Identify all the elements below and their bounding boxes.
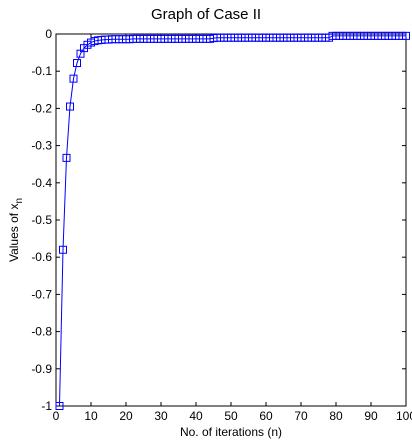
- x-tick-label: 30: [154, 409, 168, 423]
- x-tick-label: 60: [259, 409, 273, 423]
- text-layer: 0 10 20 30 40 50 60 70 80 90 100 0 -0.1 -0.2 -0.3 -0.4 -…: [7, 27, 412, 439]
- y-axis-label: Values of xn: [7, 198, 25, 262]
- x-tick-label: 100: [396, 409, 412, 423]
- y-tick-label: -0.3: [31, 139, 52, 153]
- y-tick-label: -0.8: [31, 325, 52, 339]
- y-axis-label-subscript: n: [14, 198, 25, 204]
- x-tick-label: 90: [364, 409, 378, 423]
- chart-title: Graph of Case II: [150, 6, 262, 23]
- x-tick-label: 10: [84, 409, 98, 423]
- data-point-marker: [402, 31, 410, 40]
- y-axis-label-main: Values of x: [7, 204, 21, 262]
- x-tick-label: 50: [224, 409, 238, 423]
- x-tick-label: 80: [329, 409, 343, 423]
- data-point-marker: [73, 59, 81, 68]
- data-point-marker: [66, 102, 74, 111]
- data-point-marker: [55, 402, 64, 410]
- data-point-marker: [59, 245, 67, 254]
- x-tick-label: 0: [53, 409, 60, 423]
- data-point-marker: [69, 74, 78, 83]
- x-axis-label: No. of iterations (n): [180, 425, 282, 439]
- axes-layer: [55, 33, 407, 407]
- y-tick-label: -0.1: [31, 64, 52, 78]
- y-tick-label: -0.4: [31, 176, 52, 190]
- y-tick-label: -0.6: [31, 250, 52, 264]
- x-tick-label: 40: [189, 409, 203, 423]
- data-point-marker: [62, 153, 71, 162]
- y-tick-label: 0: [45, 27, 52, 41]
- y-tick-label: -0.2: [31, 101, 52, 115]
- series-line: [59, 35, 406, 407]
- series-layer: [55, 31, 410, 410]
- x-tick-label: 70: [294, 409, 308, 423]
- y-tick-label: -1: [41, 399, 52, 413]
- y-tick-label: -0.7: [31, 287, 52, 301]
- plot-frame: [55, 33, 407, 407]
- y-tick-label: -0.5: [31, 213, 52, 227]
- x-tick-label: 20: [119, 409, 133, 423]
- y-tick-label: -0.9: [31, 362, 52, 376]
